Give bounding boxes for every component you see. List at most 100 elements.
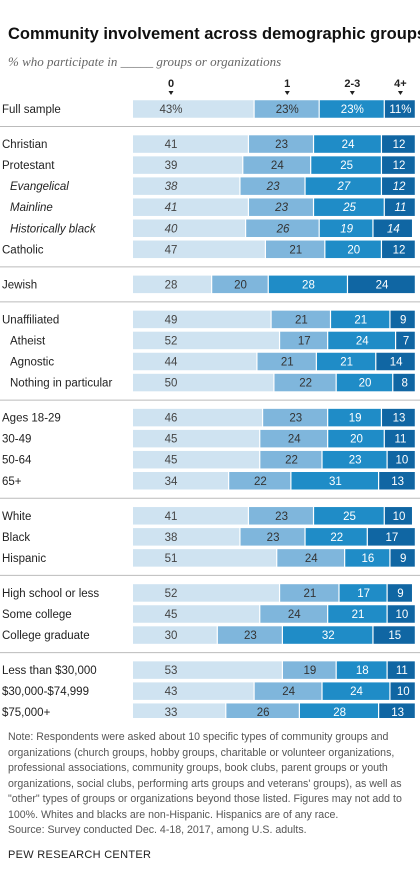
data-label: 7 — [403, 335, 409, 347]
bar-segment-1 — [260, 450, 322, 469]
bar-segment-4+ — [382, 240, 415, 259]
bar-segment-0 — [133, 605, 260, 623]
bar-segment-1 — [246, 219, 319, 237]
data-label: 45 — [165, 434, 178, 446]
bar-row: Atheist 52 17 24 7 — [10, 331, 415, 350]
data-label: 38 — [165, 181, 178, 193]
data-label: 30 — [165, 630, 178, 642]
data-label: 21 — [281, 357, 294, 369]
column-header-0: 0 — [168, 78, 174, 90]
bar-segment-1 — [271, 310, 330, 329]
bar-segment-4+ — [348, 275, 415, 294]
bar-segment-2-3 — [305, 528, 367, 546]
data-label: 38 — [165, 532, 178, 544]
pew-footer: PEW RESEARCH CENTER — [8, 849, 152, 861]
data-label: 20 — [359, 378, 372, 390]
row-label: Catholic — [2, 244, 44, 256]
data-label: 23 — [274, 202, 288, 214]
bar-segment-0 — [133, 198, 248, 216]
row-label: 65+ — [2, 476, 22, 488]
data-label: 45 — [165, 455, 178, 467]
data-label: 27 — [336, 181, 350, 193]
data-label: 11 — [394, 202, 406, 214]
column-header-arrow-2 — [349, 91, 355, 95]
bar-segment-0 — [133, 135, 248, 153]
bar-segment-1 — [249, 507, 313, 525]
bar-segment-4+ — [373, 219, 412, 237]
data-label: 11 — [396, 665, 408, 677]
data-label: 13 — [393, 413, 406, 425]
data-label: 12 — [393, 181, 406, 193]
bar-segment-1 — [249, 135, 313, 153]
data-label: 41 — [165, 139, 178, 151]
data-label: 23% — [341, 104, 364, 116]
data-label: 24 — [356, 335, 369, 347]
data-label: 13 — [391, 476, 404, 488]
bar-row: Agnostic 44 21 21 14 — [10, 352, 415, 371]
data-label: 9 — [400, 553, 406, 565]
row-label: Some college — [2, 609, 72, 621]
bar-segment-4+ — [384, 198, 415, 216]
row-label: Hispanic — [2, 553, 46, 565]
bar-segment-4+ — [390, 549, 415, 567]
bar-segment-1 — [266, 240, 325, 259]
bar-segment-0 — [133, 626, 217, 644]
bar-segment-4+ — [382, 177, 415, 195]
data-label: 18 — [356, 665, 369, 677]
column-header-arrow-1 — [284, 91, 290, 95]
bar-segment-0 — [133, 682, 254, 700]
bar-row: Some college 45 24 21 10 — [2, 605, 415, 623]
bar-segment-1 — [257, 352, 316, 371]
bar-segment-2-3 — [328, 605, 387, 623]
data-label: 43% — [159, 104, 182, 116]
bar-segment-0 — [133, 450, 260, 469]
bar-segment-0 — [133, 373, 274, 392]
bar-row: Nothing in particular 50 22 20 8 — [10, 373, 415, 392]
data-label: 52 — [165, 335, 178, 347]
data-label: 33 — [165, 707, 178, 718]
bar-segment-0 — [133, 310, 271, 329]
bar-segment-2-3 — [319, 100, 384, 118]
bar-segment-4+ — [384, 429, 415, 448]
source-text: Source: Survey conducted Dec. 4-18, 2017… — [8, 824, 307, 836]
data-label: 50 — [165, 378, 178, 390]
row-label: Jewish — [2, 279, 37, 291]
bar-row: Hispanic 51 24 16 9 — [2, 549, 415, 567]
bar-segment-0 — [133, 331, 279, 350]
data-label: 26 — [257, 707, 270, 718]
data-label: 9 — [397, 588, 403, 600]
data-label: 22 — [299, 378, 312, 390]
bar-segment-2-3 — [319, 219, 373, 237]
bar-segment-1 — [282, 661, 336, 679]
bar-segment-0 — [133, 177, 240, 195]
bar-segment-0 — [133, 275, 212, 294]
data-label: 19 — [349, 413, 362, 425]
bar-segment-0 — [133, 584, 279, 602]
row-label: Protestant — [2, 160, 55, 172]
data-label: 11 — [394, 434, 406, 446]
data-label: 10 — [397, 686, 410, 698]
data-label: 24 — [288, 609, 301, 621]
bar-row: High school or less 52 21 17 9 — [2, 584, 412, 602]
data-label: 41 — [165, 202, 178, 214]
bar-segment-2-3 — [316, 352, 376, 371]
data-label: 46 — [165, 413, 178, 425]
column-header-3: 4+ — [394, 78, 407, 90]
data-label: 24 — [376, 279, 389, 291]
bar-segment-4+ — [382, 408, 415, 427]
chart-note: Note: Respondents were asked about 10 sp… — [8, 730, 416, 839]
stacked-bar-chart: 0 1 2-3 4+ Full sample 43% 23% 23% 11% Christian 4… — [0, 78, 420, 718]
data-label: 25 — [340, 160, 353, 172]
bar-segment-1 — [254, 100, 319, 118]
bar-segment-1 — [277, 549, 345, 567]
data-label: 9 — [400, 314, 406, 326]
data-label: 20 — [350, 434, 363, 446]
bar-segment-2-3 — [291, 472, 379, 490]
bar-row: 50-64 45 22 23 10 — [2, 450, 415, 469]
data-label: 10 — [393, 511, 406, 523]
row-label: Unaffiliated — [2, 314, 59, 326]
bar-segment-0 — [133, 156, 243, 174]
data-label: 28 — [165, 279, 178, 291]
data-label: 40 — [165, 223, 178, 235]
data-label: 24 — [350, 686, 363, 698]
